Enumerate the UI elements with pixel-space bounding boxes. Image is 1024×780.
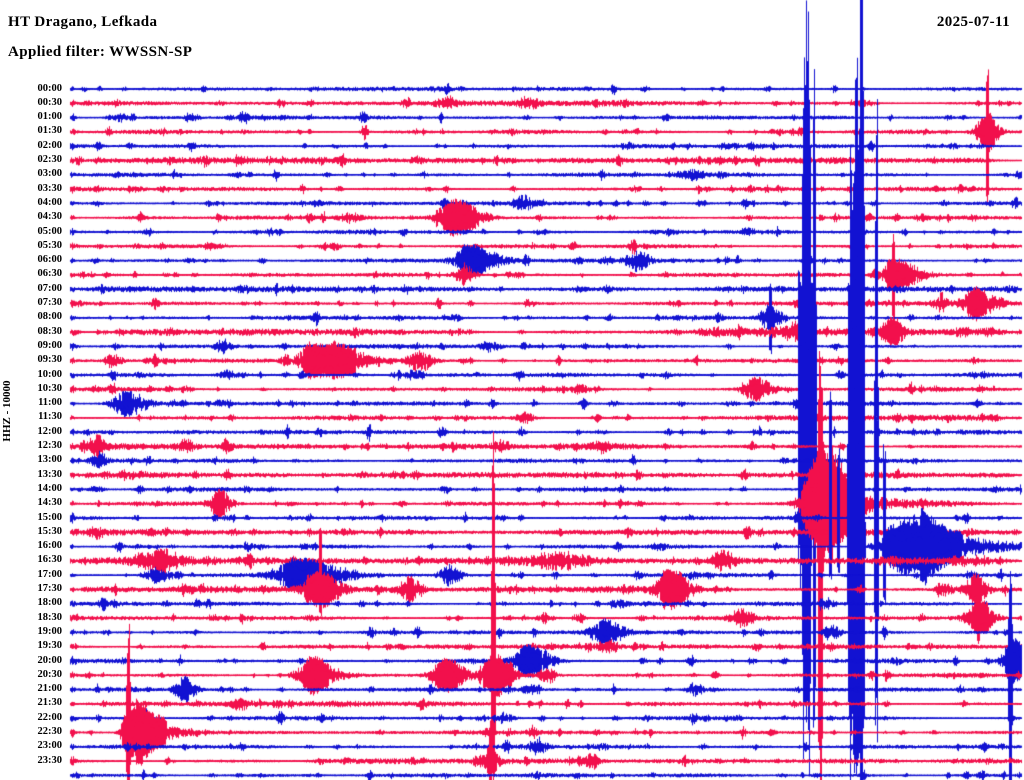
time-label-09:00: 09:00 <box>37 339 63 351</box>
time-label-11:00: 11:00 <box>38 397 62 409</box>
time-label-22:00: 22:00 <box>37 711 63 723</box>
time-label-04:30: 04:30 <box>37 211 63 223</box>
time-label-23:30: 23:30 <box>37 754 63 766</box>
time-label-16:30: 16:30 <box>37 554 63 566</box>
time-label-12:30: 12:30 <box>37 440 63 451</box>
time-label-18:30: 18:30 <box>37 611 63 623</box>
time-label-19:30: 19:30 <box>37 640 63 652</box>
time-label-09:30: 09:30 <box>37 354 63 366</box>
time-label-20:00: 20:00 <box>37 654 63 666</box>
time-label-13:00: 13:00 <box>37 454 63 466</box>
time-label-03:00: 03:00 <box>37 168 63 180</box>
time-label-08:30: 08:30 <box>37 325 63 337</box>
time-label-23:00: 23:00 <box>37 740 63 752</box>
time-label-22:30: 22:30 <box>37 726 63 737</box>
time-label-14:00: 14:00 <box>37 482 63 494</box>
time-label-07:30: 07:30 <box>37 297 63 308</box>
filter-label: Applied filter: WWSSN-SP <box>8 44 193 60</box>
time-label-02:30: 02:30 <box>37 154 63 165</box>
time-label-15:30: 15:30 <box>37 525 63 537</box>
time-label-10:30: 10:30 <box>37 382 63 394</box>
time-label-21:30: 21:30 <box>37 697 63 709</box>
plot-date: 2025-07-11 <box>936 14 1010 30</box>
time-label-14:30: 14:30 <box>37 497 63 509</box>
time-label-06:30: 06:30 <box>37 268 63 280</box>
time-label-01:00: 01:00 <box>37 111 63 123</box>
time-label-21:00: 21:00 <box>37 683 63 695</box>
time-label-08:00: 08:00 <box>37 311 63 323</box>
time-label-04:00: 04:00 <box>37 196 63 208</box>
time-label-06:00: 06:00 <box>37 254 63 266</box>
time-label-05:00: 05:00 <box>37 225 63 237</box>
time-label-19:00: 19:00 <box>37 625 63 637</box>
time-label-03:30: 03:30 <box>37 182 63 194</box>
station-title: HT Dragano, Lefkada <box>8 14 158 30</box>
time-label-16:00: 16:00 <box>37 540 63 552</box>
time-label-02:00: 02:00 <box>37 139 63 151</box>
time-label-17:30: 17:30 <box>37 583 63 594</box>
channel-scale-label: HHZ - 10000 <box>1 380 13 442</box>
time-label-00:30: 00:30 <box>37 96 63 108</box>
time-label-05:30: 05:30 <box>37 239 63 251</box>
time-label-18:00: 18:00 <box>37 597 63 609</box>
time-label-12:00: 12:00 <box>37 425 63 437</box>
time-label-10:00: 10:00 <box>37 368 63 380</box>
time-label-07:00: 07:00 <box>37 282 63 294</box>
time-label-01:30: 01:30 <box>37 125 63 137</box>
time-label-15:00: 15:00 <box>37 511 63 523</box>
time-label-13:30: 13:30 <box>37 468 63 480</box>
time-label-17:00: 17:00 <box>37 568 63 580</box>
time-label-00:00: 00:00 <box>37 82 63 94</box>
time-label-20:30: 20:30 <box>37 668 63 680</box>
time-label-11:30: 11:30 <box>38 411 62 423</box>
